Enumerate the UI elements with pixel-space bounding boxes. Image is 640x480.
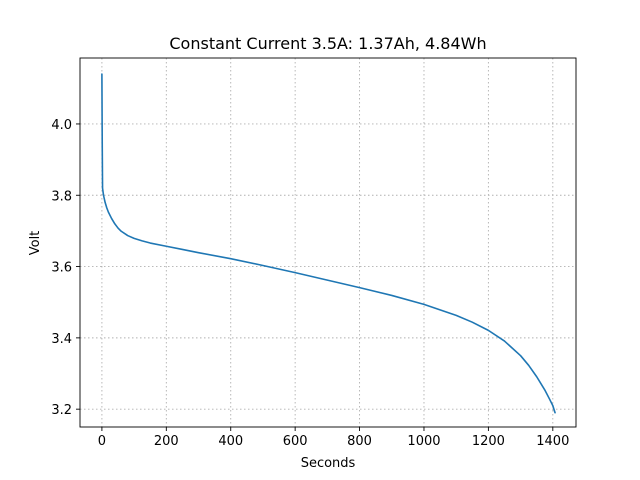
- tick-layer: 0 200 400 600 800 1000 1200 1400 3.2 3.4 3.6 3.8 4.0: [51, 118, 569, 449]
- y-tick-label: 3.2: [51, 403, 72, 418]
- series-layer: [101, 73, 556, 414]
- x-tick-label: 600: [283, 434, 308, 449]
- y-tick-label: 3.6: [51, 261, 72, 276]
- x-tick-label: 1000: [407, 434, 440, 449]
- grid-layer: [80, 58, 576, 427]
- y-tick-label: 3.4: [51, 332, 72, 347]
- voltage-series-line: [101, 73, 556, 414]
- chart-title: Constant Current 3.5A: 1.37Ah, 4.84Wh: [169, 34, 486, 53]
- x-tick-label: 0: [98, 434, 106, 449]
- y-tick-label: 4.0: [51, 118, 72, 133]
- plot-frame: [79, 57, 577, 428]
- y-tick-label: 3.8: [51, 189, 72, 204]
- x-tick-label: 1200: [472, 434, 505, 449]
- x-tick-label: 200: [154, 434, 179, 449]
- x-tick-label: 400: [218, 434, 243, 449]
- x-axis-label: Seconds: [301, 456, 356, 471]
- x-tick-label: 1400: [536, 434, 569, 449]
- y-axis-label: Volt: [28, 231, 43, 256]
- x-tick-label: 800: [347, 434, 372, 449]
